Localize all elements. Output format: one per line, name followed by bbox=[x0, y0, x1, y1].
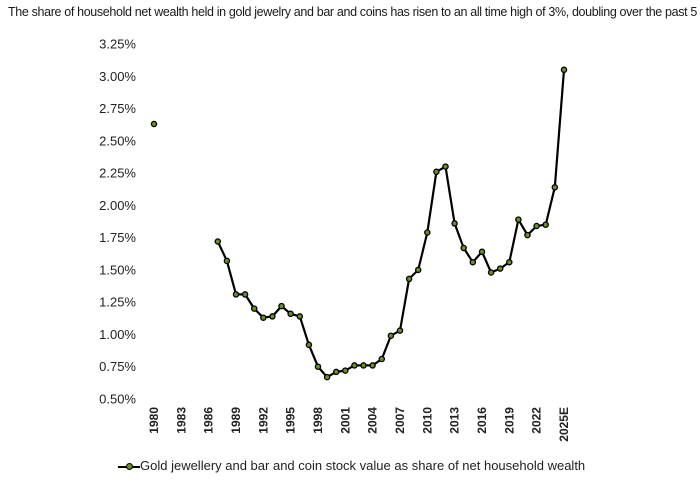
data-point bbox=[506, 258, 513, 266]
data-point bbox=[342, 367, 349, 374]
x-tick-label: 2013 bbox=[448, 407, 462, 434]
data-point bbox=[460, 244, 467, 252]
y-tick-label: 3.25% bbox=[99, 37, 136, 52]
legend: Gold jewellery and bar and coin stock va… bbox=[118, 457, 588, 475]
data-point bbox=[241, 291, 249, 298]
data-point bbox=[323, 373, 331, 381]
x-tick-label: 1992 bbox=[256, 407, 270, 434]
data-point bbox=[478, 248, 486, 256]
data-point bbox=[378, 355, 386, 363]
x-tick-label: 2025E bbox=[557, 407, 571, 442]
data-point bbox=[214, 238, 222, 245]
data-point bbox=[515, 216, 522, 223]
x-tick-label: 2010 bbox=[420, 407, 434, 434]
data-point bbox=[351, 362, 358, 369]
y-tick-label: 1.50% bbox=[99, 262, 136, 277]
x-tick-label: 2022 bbox=[530, 407, 544, 434]
line-chart: 0.50% 0.75% 1.00% 1.25% 1.50% 1.75% 2.00% 2.25%… bbox=[99, 37, 571, 442]
y-tick-label: 3.00% bbox=[99, 69, 136, 84]
y-tick-label: 0.50% bbox=[99, 392, 136, 407]
data-point bbox=[542, 221, 549, 228]
x-tick-label: 1995 bbox=[284, 407, 298, 434]
data-point bbox=[469, 258, 477, 266]
x-tick-label: 2004 bbox=[366, 407, 380, 434]
x-tick-label: 1983 bbox=[174, 407, 188, 434]
data-point bbox=[314, 363, 322, 370]
data-point bbox=[278, 302, 285, 310]
y-tick-label: 2.00% bbox=[99, 198, 136, 213]
data-point bbox=[287, 310, 294, 318]
x-tick-label: 1980 bbox=[147, 407, 161, 434]
data-point bbox=[524, 231, 531, 239]
y-tick-label: 1.75% bbox=[99, 230, 136, 245]
data-point bbox=[424, 229, 431, 236]
data-point bbox=[396, 327, 404, 334]
x-tick-label: 2001 bbox=[338, 407, 352, 434]
data-point bbox=[533, 222, 540, 230]
data-point bbox=[433, 168, 440, 176]
x-tick-label: 1986 bbox=[202, 407, 216, 434]
y-tick-label: 2.75% bbox=[99, 101, 136, 116]
x-axis-ticks: 1980 1983 1986 1989 1992 1995 1998 2001 2004 2007… bbox=[147, 407, 571, 442]
y-tick-label: 2.50% bbox=[99, 133, 136, 148]
y-tick-label: 0.75% bbox=[99, 359, 136, 374]
x-tick-label: 2019 bbox=[502, 407, 516, 434]
data-point bbox=[442, 163, 449, 170]
data-point bbox=[232, 291, 240, 298]
x-tick-label: 1989 bbox=[229, 407, 243, 434]
y-tick-label: 1.00% bbox=[99, 327, 136, 342]
data-point bbox=[260, 314, 267, 321]
data-point bbox=[296, 313, 304, 320]
data-point bbox=[150, 120, 158, 128]
data-point bbox=[414, 266, 422, 274]
data-point bbox=[369, 362, 376, 369]
chart-headline: The share of household net wealth held i… bbox=[8, 5, 700, 19]
data-point bbox=[269, 313, 276, 320]
x-tick-label: 2016 bbox=[475, 407, 489, 434]
data-points bbox=[150, 66, 568, 381]
series-line bbox=[216, 69, 566, 379]
x-tick-label: 2007 bbox=[393, 407, 407, 434]
data-point bbox=[560, 66, 568, 74]
legend-label: Gold jewellery and bar and coin stock va… bbox=[140, 458, 586, 473]
x-tick-label: 1998 bbox=[311, 407, 325, 434]
data-point bbox=[551, 184, 559, 191]
data-point bbox=[250, 305, 258, 312]
y-axis-ticks: 0.50% 0.75% 1.00% 1.25% 1.50% 1.75% 2.00% 2.25%… bbox=[99, 37, 136, 407]
data-point bbox=[360, 362, 367, 369]
data-point bbox=[487, 269, 495, 276]
data-point bbox=[451, 220, 458, 227]
legend-line-marker-icon bbox=[118, 462, 140, 472]
data-point bbox=[223, 257, 231, 265]
data-point bbox=[496, 265, 504, 272]
data-point bbox=[405, 275, 413, 283]
y-tick-label: 2.25% bbox=[99, 166, 136, 181]
data-point bbox=[387, 332, 395, 339]
y-tick-label: 1.25% bbox=[99, 295, 136, 310]
data-point bbox=[332, 368, 340, 376]
data-point bbox=[305, 341, 313, 349]
